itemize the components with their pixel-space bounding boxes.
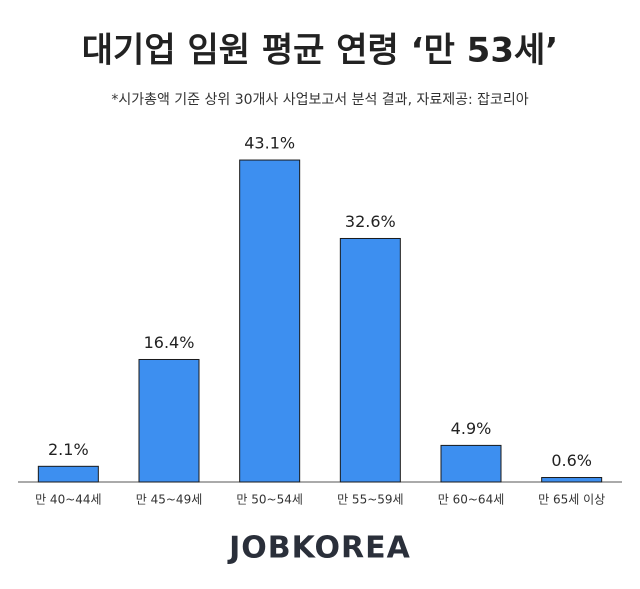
value-label: 43.1% <box>244 134 295 153</box>
x-tick-label: 만 40~44세 <box>35 493 102 507</box>
x-tick-label: 만 65세 이상 <box>538 493 605 507</box>
value-label: 32.6% <box>345 212 396 231</box>
bar <box>138 358 200 483</box>
bar <box>440 444 502 483</box>
value-label: 4.9% <box>451 419 492 438</box>
bar <box>239 159 301 483</box>
value-label: 2.1% <box>48 440 89 459</box>
x-tick-label: 만 55~59세 <box>337 493 404 507</box>
x-tick-label: 만 50~54세 <box>236 493 303 507</box>
bar <box>541 477 603 483</box>
chart-title: 대기업 임원 평균 연령 ‘만 53세’ <box>82 31 558 71</box>
chart-subtitle: *시가총액 기준 상위 30개사 사업보고서 분석 결과, 자료제공: 잡코리아 <box>111 92 528 108</box>
bar <box>37 465 99 483</box>
value-label: 0.6% <box>551 451 592 470</box>
bar <box>339 237 401 483</box>
x-tick-label: 만 60~64세 <box>438 493 505 507</box>
logo: JOBKOREA <box>227 531 411 566</box>
value-label: 16.4% <box>144 333 195 352</box>
x-tick-label: 만 45~49세 <box>136 493 203 507</box>
